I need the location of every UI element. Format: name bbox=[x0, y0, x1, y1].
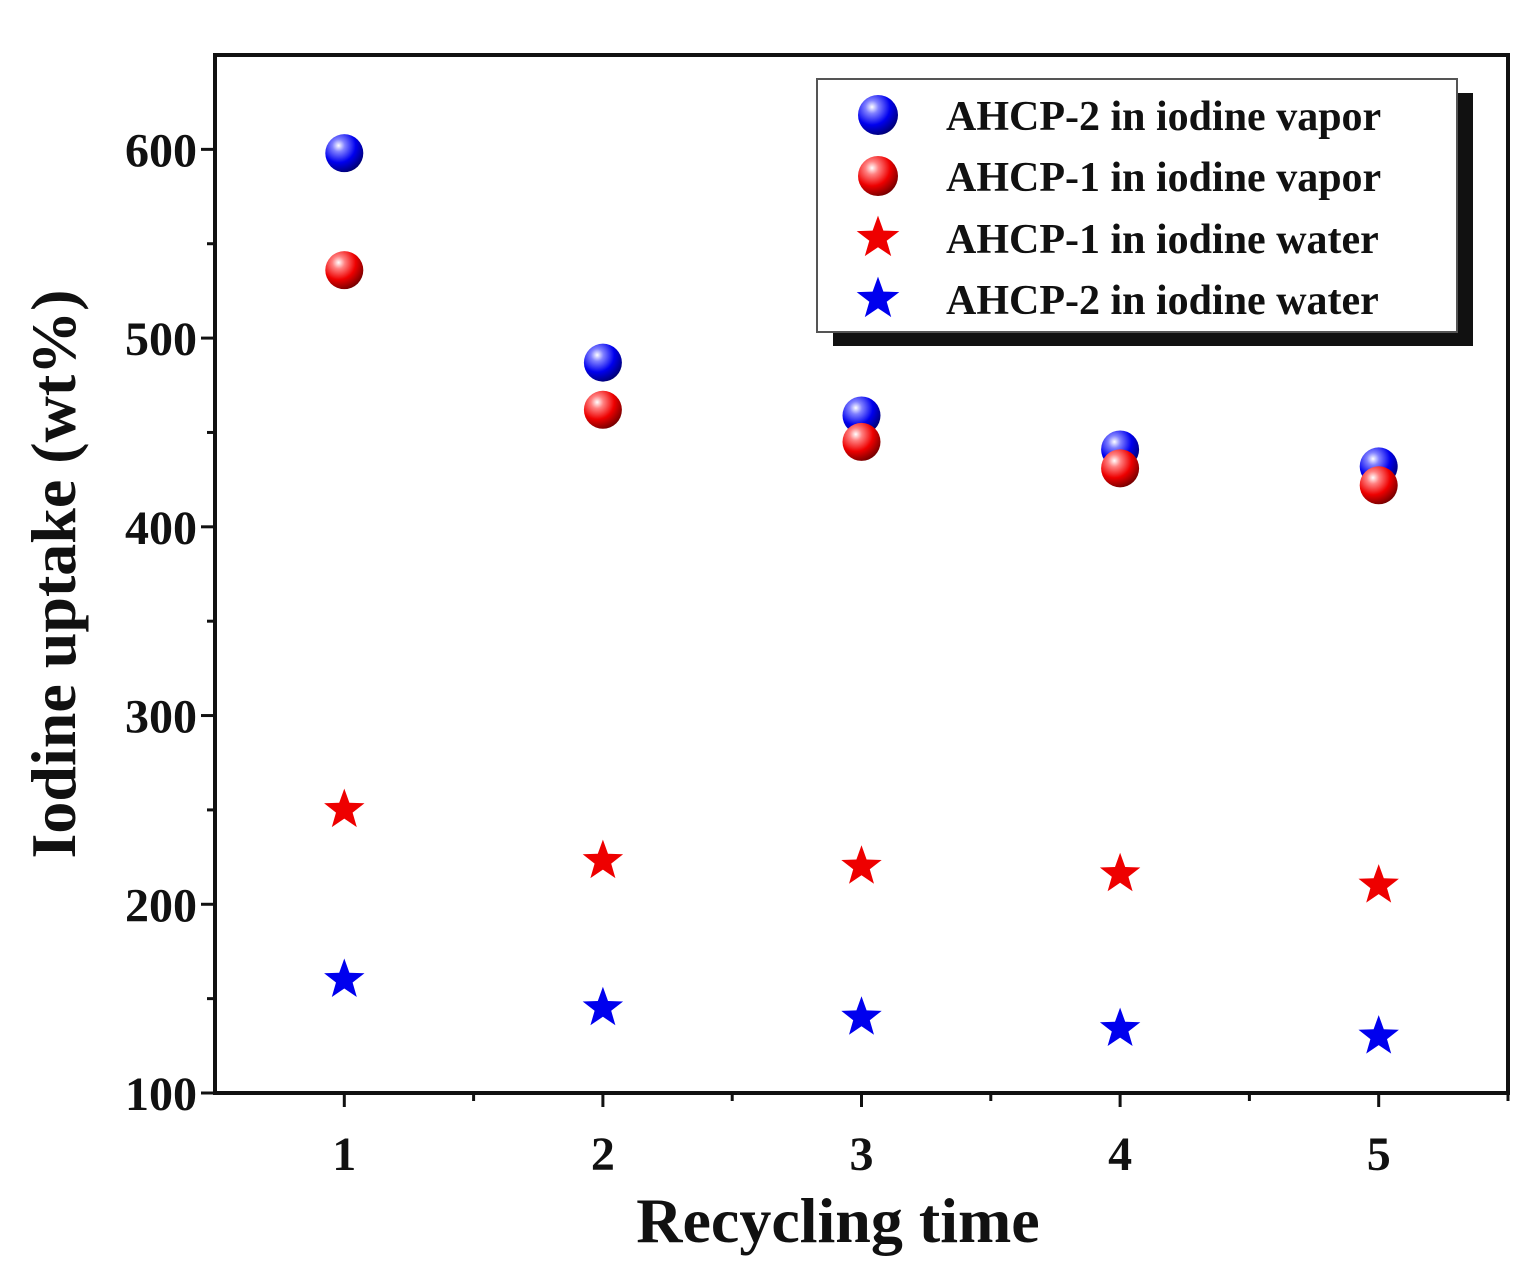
data-point-ahcp-1-in-iodine-vapor bbox=[325, 251, 364, 290]
data-point-ahcp-1-in-iodine-water bbox=[324, 788, 365, 828]
legend: AHCP-2 in iodine vapor AHCP-1 in iodine v… bbox=[816, 78, 1473, 346]
data-point-ahcp-2-in-iodine-vapor bbox=[842, 396, 881, 435]
legend-box bbox=[816, 78, 1458, 333]
y-tick-label: 200 bbox=[125, 879, 197, 932]
x-tick-label: 1 bbox=[332, 1128, 356, 1181]
data-point-ahcp-2-in-iodine-water bbox=[582, 986, 624, 1026]
x-tick-label: 5 bbox=[1367, 1128, 1391, 1181]
x-axis: 1 2 3 4 5 bbox=[332, 1093, 1510, 1181]
data-point-ahcp-1-in-iodine-water bbox=[841, 845, 882, 884]
legend-label: AHCP-2 in iodine water bbox=[946, 278, 1379, 324]
y-tick-label: 300 bbox=[125, 691, 197, 744]
data-point-ahcp-1-in-iodine-water bbox=[1099, 852, 1141, 892]
data-point-ahcp-2-in-iodine-water bbox=[841, 996, 882, 1035]
legend-label: AHCP-2 in iodine vapor bbox=[946, 94, 1381, 140]
data-point-ahcp-2-in-iodine-water bbox=[1099, 1007, 1141, 1046]
y-tick-label: 100 bbox=[125, 1068, 197, 1121]
y-axis: 100 200 300 400 500 600 bbox=[125, 124, 215, 1121]
legend-marker bbox=[856, 215, 900, 257]
data-point-ahcp-2-in-iodine-water bbox=[324, 958, 365, 997]
legend-label: AHCP-1 in iodine vapor bbox=[946, 155, 1381, 201]
legend-marker bbox=[858, 156, 898, 196]
x-tick-label: 2 bbox=[591, 1128, 615, 1181]
data-marks bbox=[324, 134, 1399, 1054]
data-point-ahcp-1-in-iodine-water bbox=[1358, 864, 1399, 903]
data-point-ahcp-1-in-iodine-vapor bbox=[1101, 449, 1140, 488]
y-axis-label: Iodine uptake (wt%) bbox=[18, 290, 89, 859]
x-tick-label: 4 bbox=[1108, 1128, 1132, 1181]
data-point-ahcp-2-in-iodine-vapor bbox=[325, 134, 364, 173]
data-point-ahcp-1-in-iodine-vapor bbox=[842, 422, 881, 461]
legend-label: AHCP-1 in iodine water bbox=[946, 217, 1379, 263]
y-tick-label: 600 bbox=[125, 124, 197, 177]
y-tick-label: 500 bbox=[125, 313, 197, 366]
data-point-ahcp-1-in-iodine-water bbox=[582, 839, 624, 879]
legend-marker bbox=[858, 95, 898, 135]
data-point-ahcp-1-in-iodine-vapor bbox=[1359, 466, 1398, 505]
legend-marker bbox=[856, 276, 900, 318]
x-tick-label: 3 bbox=[850, 1128, 874, 1181]
data-point-ahcp-2-in-iodine-water bbox=[1358, 1015, 1399, 1054]
y-tick-label: 400 bbox=[125, 502, 197, 555]
x-axis-label: Recycling time bbox=[636, 1185, 1039, 1256]
data-point-ahcp-1-in-iodine-vapor bbox=[583, 390, 622, 429]
data-point-ahcp-2-in-iodine-vapor bbox=[583, 343, 622, 382]
